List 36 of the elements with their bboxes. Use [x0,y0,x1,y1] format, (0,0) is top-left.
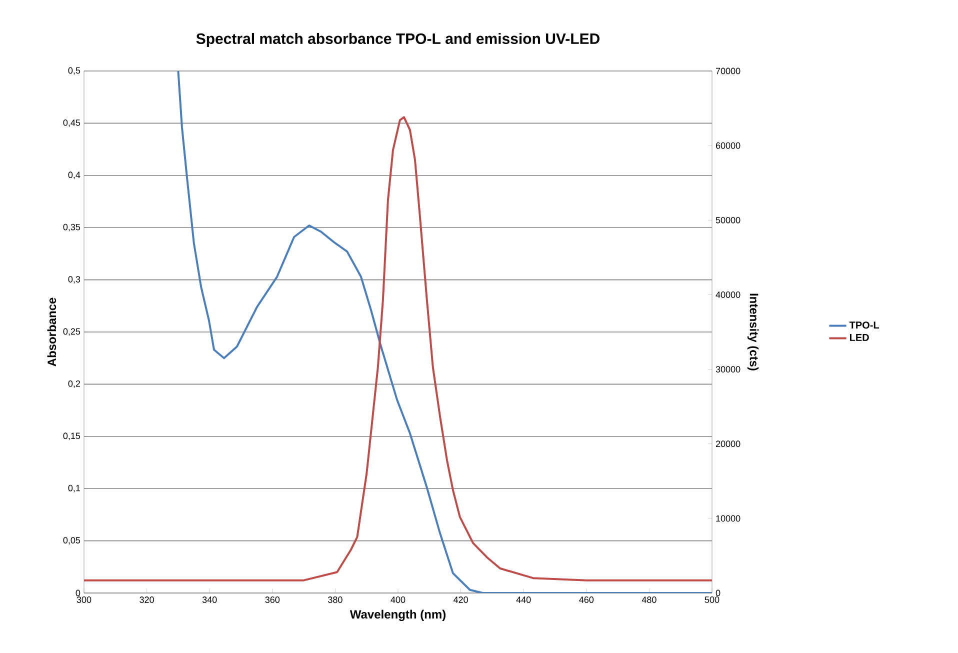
y2-tick-label: 0 [716,590,720,596]
y-tick-label: 0,1 [68,484,80,492]
chart-title: Spectral match absorbance TPO-L and emission UV-LED [196,33,600,47]
legend-label: TPO-L [849,322,880,329]
y2-tick-label: 10000 [716,515,740,522]
x-tick-label: 460 [579,596,594,603]
y2-tick-label: 60000 [716,142,740,149]
y-tick-label: 0,4 [68,172,80,180]
y-axis-title: Absorbance [47,298,56,366]
y-tick-label: 0,45 [63,119,80,127]
y-tick-label: 0,15 [63,432,80,440]
y2-tick-label: 20000 [716,440,740,448]
y-tick-label: 0,35 [63,224,80,232]
y-tick-label: 0,05 [63,537,80,545]
y2-tick-label: 70000 [716,68,740,74]
legend-label: LED [850,334,869,341]
x-tick-label: 500 [704,596,720,603]
x-tick-label: 420 [454,596,468,603]
y-tick-label: 0,5 [68,67,80,75]
y2-tick-label: 30000 [716,366,740,372]
y2-tick-label: 40000 [716,292,740,298]
x-tick-label: 320 [140,596,154,603]
y-tick-label: 0 [76,590,80,596]
x-tick-label: 480 [642,596,656,603]
y-tick-label: 0,25 [63,328,80,336]
y2-axis-title: Intensity (cts) [747,294,759,370]
x-tick-label: 360 [265,596,280,603]
x-tick-label: 440 [516,596,531,603]
x-tick-label: 400 [390,596,406,603]
y-tick-label: 0,3 [68,276,80,284]
x-tick-label: 380 [328,596,342,603]
x-axis-title: Wavelength (nm) [350,610,446,622]
y-tick-label: 0,2 [68,380,80,388]
y2-tick-label: 50000 [716,216,740,224]
x-tick-label: 300 [76,596,92,603]
x-tick-label: 340 [202,596,217,603]
